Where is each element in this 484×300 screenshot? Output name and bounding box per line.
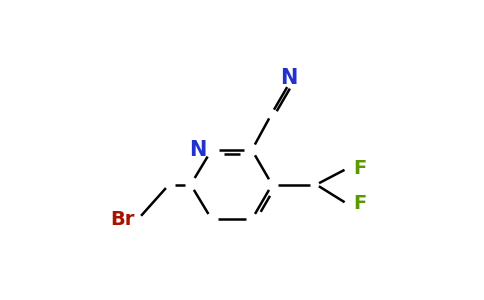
Text: F: F <box>353 159 367 178</box>
Text: N: N <box>190 140 207 160</box>
Text: F: F <box>353 194 367 213</box>
Text: Br: Br <box>110 210 135 229</box>
Text: N: N <box>280 68 298 88</box>
